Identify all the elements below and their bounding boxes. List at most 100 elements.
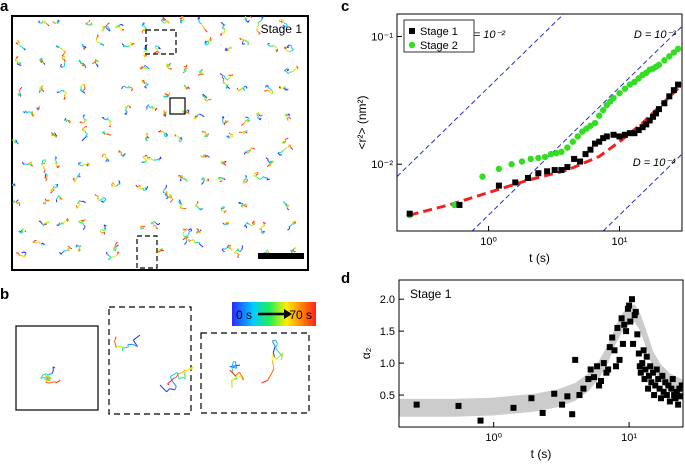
particle-trajectory — [115, 23, 124, 31]
stage1-point — [558, 167, 565, 174]
y-tick-label: 10⁻¹ — [371, 31, 393, 43]
alpha2-point — [539, 409, 546, 416]
alpha2-point — [678, 382, 683, 389]
particle-trajectory — [201, 93, 212, 102]
stage2-point — [451, 201, 458, 209]
particle-trajectory — [226, 132, 234, 139]
alpha2-point — [624, 305, 631, 312]
y-tick-label: 1.5 — [380, 326, 395, 338]
panel-a: Stage 1 — [11, 15, 309, 271]
alpha2-point — [675, 401, 682, 408]
stage1-point — [649, 113, 656, 120]
alpha2-point — [658, 395, 665, 402]
inset-trajectory-3a — [229, 361, 245, 388]
stage2-point — [670, 49, 678, 56]
x-tick-label: 10¹ — [612, 236, 628, 248]
particle-trajectory — [201, 131, 209, 138]
particle-trajectory — [16, 251, 27, 258]
particle-trajectory — [163, 109, 167, 117]
stage1-point — [495, 182, 502, 189]
alpha2-point — [627, 318, 634, 325]
alpha2-point — [477, 417, 484, 424]
particle-trajectory — [38, 220, 50, 227]
alpha2-point — [634, 331, 641, 338]
reference-line-2 — [602, 153, 682, 231]
scale-bar — [258, 253, 304, 259]
stage1-point — [512, 179, 519, 186]
stage2-point — [569, 138, 577, 145]
particle-trajectory — [139, 225, 146, 230]
particle-trajectory — [256, 112, 263, 121]
particle-trajectory — [17, 86, 23, 97]
alpha2-point — [659, 372, 666, 379]
alpha2-point — [631, 312, 638, 319]
stage1-point — [655, 106, 662, 113]
stage2-point — [564, 144, 571, 151]
particle-trajectory — [118, 150, 126, 157]
particle-trajectory — [204, 36, 213, 46]
stage1-point — [582, 151, 589, 158]
stage1-point — [661, 100, 668, 107]
alpha2-point — [651, 392, 658, 399]
particle-trajectory — [164, 194, 174, 203]
particle-trajectory — [221, 76, 231, 90]
particle-trajectory — [256, 16, 264, 35]
y-axis-label: <r²> (nm²) — [355, 95, 369, 149]
alpha2-point — [641, 376, 648, 383]
stage1-point — [621, 131, 628, 138]
stage2-point — [574, 133, 581, 140]
particle-trajectory — [182, 236, 189, 245]
particle-trajectory — [146, 104, 158, 112]
alpha2-point — [609, 334, 616, 341]
particle-trajectory — [18, 227, 27, 234]
stage2-point — [666, 53, 673, 60]
panel-b: 0 s 70 s — [15, 302, 316, 415]
particle-trajectory — [60, 55, 66, 68]
alpha2-band — [399, 304, 683, 417]
particle-trajectory — [12, 199, 21, 206]
particle-trajectory — [283, 44, 294, 53]
alpha2-point — [413, 401, 420, 408]
alpha2-chart: Stage 1 10⁰ 10¹ 0.5 1.0 1.5 2.0 t (s) α₂ — [359, 279, 684, 461]
panel-d-stage-label: Stage 1 — [410, 287, 452, 301]
stage1-point — [631, 130, 638, 137]
stage1-point — [646, 117, 653, 124]
particle-trajectory — [92, 58, 100, 68]
particle-trajectory — [238, 130, 248, 135]
legend-box — [403, 19, 475, 53]
particle-trajectory — [222, 221, 230, 226]
stage2-point — [479, 173, 486, 180]
particle-trajectory — [253, 171, 271, 181]
stage1-point — [564, 164, 571, 171]
alpha2-point — [673, 388, 680, 395]
particle-trajectory — [188, 238, 204, 248]
alpha2-plot-frame — [398, 279, 684, 428]
particle-trajectory — [78, 59, 87, 68]
stage2-point — [616, 89, 623, 97]
alpha2-point — [649, 369, 656, 376]
stage1-point — [592, 140, 599, 147]
particle-trajectory — [121, 85, 133, 92]
fit-curve — [409, 83, 682, 217]
alpha2-point — [642, 366, 649, 373]
inset-trajectories — [40, 334, 284, 393]
particle-trajectory — [265, 157, 274, 168]
stage2-point — [547, 150, 555, 158]
particle-trajectory — [141, 22, 147, 33]
particle-trajectory — [201, 177, 210, 185]
particle-trajectory — [38, 85, 45, 93]
alpha2-point — [580, 385, 587, 392]
alpha2-point — [663, 392, 670, 399]
alpha2-point — [648, 379, 655, 386]
particle-trajectory — [281, 137, 289, 144]
legend-marker-stage1 — [409, 28, 415, 34]
particle-trajectory — [195, 228, 202, 234]
particle-trajectory — [50, 183, 59, 194]
particle-trajectory — [282, 201, 290, 211]
particle-trajectory — [59, 245, 73, 255]
particle-trajectory — [267, 42, 279, 53]
particle-trajectory — [193, 113, 205, 120]
stage2-point — [661, 57, 668, 64]
